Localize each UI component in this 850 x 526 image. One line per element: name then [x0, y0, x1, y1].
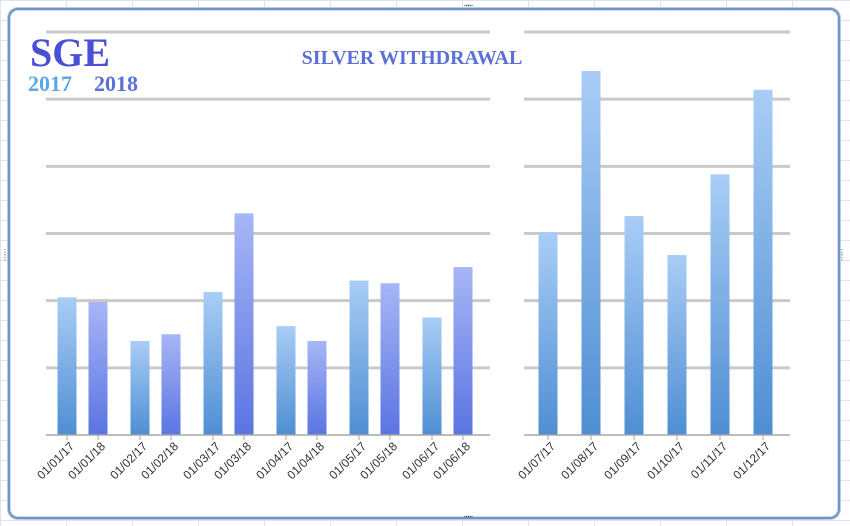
bar-01-01-17 — [57, 297, 77, 435]
gridlines — [46, 30, 790, 370]
bar-01-01-18 — [88, 302, 108, 435]
x-tick-label: 01/12/17 — [730, 439, 773, 482]
bar-01-07-17 — [538, 232, 558, 435]
legend-2018: 2018 — [94, 71, 138, 96]
bar-01-04-18 — [307, 340, 327, 435]
bar-01-04-17 — [276, 326, 296, 435]
x-tick-label: 01/11/17 — [688, 439, 731, 482]
bar-01-02-18 — [161, 334, 181, 435]
sge-logo: SGE — [30, 30, 110, 75]
x-tick-label: 01/07/17 — [515, 439, 558, 482]
bar-01-06-18 — [453, 267, 473, 435]
bar-01-10-17 — [667, 254, 687, 435]
bar-01-05-17 — [349, 280, 369, 435]
axes — [46, 434, 790, 440]
x-tick-label: 01/09/17 — [601, 439, 644, 482]
bar-01-03-17 — [203, 291, 223, 435]
bar-01-12-17 — [753, 89, 773, 435]
chart-title: SILVER WITHDRAWAL — [302, 47, 523, 69]
bars — [57, 70, 773, 436]
bar-01-06-17 — [422, 317, 442, 435]
x-tick-label: 01/08/17 — [558, 439, 601, 482]
bar-01-09-17 — [624, 216, 644, 435]
resize-handle-right-icon[interactable]: ⋮ ⋮ — [838, 248, 846, 262]
resize-handle-top-icon[interactable]: ⋯⋯ — [464, 1, 473, 10]
bar-01-03-18 — [234, 213, 254, 435]
legend-2017: 2017 — [28, 71, 72, 96]
bar-01-08-17 — [581, 70, 601, 435]
bar-01-02-17 — [130, 340, 150, 435]
x-tick-label: 01/10/17 — [644, 439, 687, 482]
bar-01-11-17 — [710, 174, 730, 436]
resize-handle-left-icon[interactable]: ⋮ ⋮ — [1, 248, 9, 262]
resize-handle-bottom-icon[interactable]: ⋯⋯ — [464, 512, 473, 521]
bar-01-05-18 — [380, 283, 400, 435]
